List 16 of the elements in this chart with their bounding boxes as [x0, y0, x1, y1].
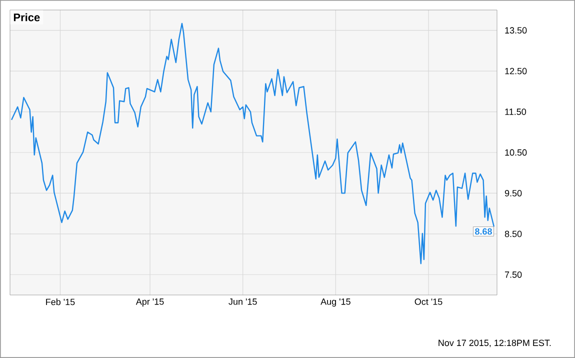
chart-title: Price — [14, 13, 40, 22]
y-tick-label: 8.50 — [504, 230, 522, 238]
annotation: 8.68 — [475, 228, 492, 235]
x-tick-label: Apr '15 — [136, 298, 164, 307]
y-tick-label: 13.50 — [505, 27, 527, 34]
y-tick-label: 10.50 — [505, 149, 527, 156]
x-tick-label: Aug '15 — [320, 298, 350, 307]
x-tick-label: Oct '15 — [414, 298, 442, 305]
text: Nov 17 2015, 12:18PM EST. — [438, 340, 551, 348]
x-tick-label: Feb '15 — [46, 298, 75, 306]
x-tick-label: Jun '15 — [228, 298, 257, 305]
y-tick-label: 11.50 — [505, 108, 526, 115]
y-tick-label: 12.50 — [505, 68, 527, 74]
y-tick-label: 9.50 — [504, 190, 522, 196]
y-tick-label: 7.50 — [504, 271, 522, 278]
line-series — [10, 22, 495, 264]
